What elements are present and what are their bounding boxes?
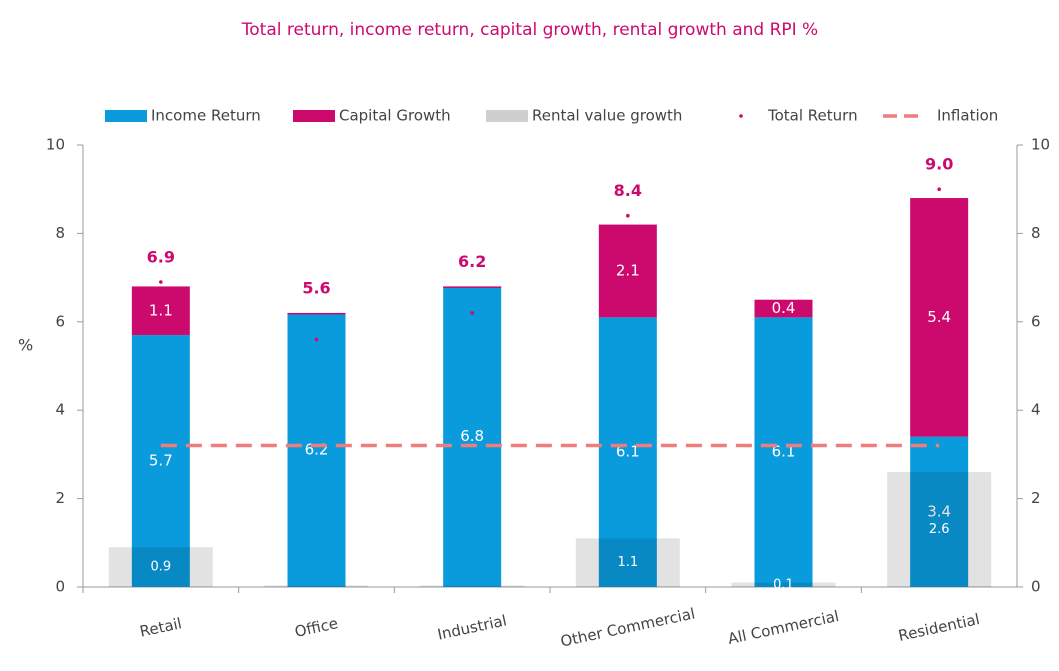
x-tick-label: Industrial xyxy=(436,611,509,643)
y-axis-label: % xyxy=(18,336,33,355)
legend-swatch xyxy=(486,110,528,122)
rental-value-label: 1.1 xyxy=(617,555,638,570)
legend-label: Capital Growth xyxy=(339,107,451,125)
y2-tick-label: 4 xyxy=(1031,401,1041,419)
y2-tick-label: 2 xyxy=(1031,489,1041,507)
rental-value-label: 2.6 xyxy=(929,522,950,537)
bar-segment xyxy=(754,299,813,318)
bar-value-label: 5.4 xyxy=(927,308,951,326)
legend-label: Rental value growth xyxy=(532,107,682,125)
total-return-label: 9.0 xyxy=(925,155,953,174)
rental-bar xyxy=(575,538,680,587)
rental-bar xyxy=(887,472,992,587)
y-tick-label: 4 xyxy=(55,401,65,419)
y-tick-label: 6 xyxy=(55,312,65,330)
bar-segment xyxy=(443,286,502,288)
x-tick-label: Other Commercial xyxy=(559,604,697,650)
total-return-label: 6.2 xyxy=(458,252,486,271)
chart-title: Total return, income return, capital gro… xyxy=(241,20,818,40)
y2-tick-label: 10 xyxy=(1031,136,1050,154)
total-return-label: 6.9 xyxy=(147,248,175,267)
x-tick-label: Office xyxy=(293,614,340,641)
legend-swatch xyxy=(739,114,743,118)
total-return-dot xyxy=(626,213,630,218)
bar-value-label: 2.1 xyxy=(616,261,640,279)
bar-segment xyxy=(287,312,346,587)
rental-bar xyxy=(108,547,213,587)
total-return-dot xyxy=(314,337,319,342)
y2-tick-label: 0 xyxy=(1031,578,1041,596)
rental-value-label: 0.1 xyxy=(773,577,794,592)
y2-tick-label: 8 xyxy=(1031,224,1041,242)
bar-value-label: 5.7 xyxy=(149,452,173,470)
total-return-label: 5.6 xyxy=(302,278,330,297)
bar-value-label: 1.1 xyxy=(149,301,173,319)
bar-segment xyxy=(131,335,190,587)
rental-bar xyxy=(264,585,369,587)
bar-value-label: 6.8 xyxy=(460,427,484,445)
bar-segment xyxy=(598,224,657,318)
bar-segment xyxy=(131,286,190,336)
total-return-dot xyxy=(937,187,941,191)
legend-label: Inflation xyxy=(937,107,998,125)
legend-swatch xyxy=(293,110,335,122)
bar-segment xyxy=(287,312,346,315)
rental-value-label: 0.9 xyxy=(150,560,171,575)
x-tick-label: Residential xyxy=(897,610,982,645)
total-return-dot xyxy=(470,311,474,315)
legend-swatch xyxy=(105,110,147,122)
bar-segment xyxy=(910,198,969,437)
bar-value-label: 6.2 xyxy=(305,440,329,458)
y-tick-label: 8 xyxy=(55,224,65,242)
rental-bar xyxy=(420,585,525,587)
legend-label: Total Return xyxy=(767,107,858,125)
y2-tick-label: 6 xyxy=(1031,312,1041,330)
y-tick-label: 2 xyxy=(55,489,65,507)
bar-segment xyxy=(443,286,502,587)
x-tick-label: All Commercial xyxy=(726,607,840,648)
bar-value-label: 0.4 xyxy=(772,299,796,317)
legend-label: Income Return xyxy=(151,107,261,125)
y-tick-label: 0 xyxy=(55,578,65,596)
total-return-label: 8.4 xyxy=(614,181,642,200)
x-tick-label: Retail xyxy=(138,614,183,640)
bar-segment xyxy=(754,317,813,587)
y-tick-label: 10 xyxy=(46,136,65,154)
total-return-dot xyxy=(159,280,163,284)
rental-bar xyxy=(731,582,836,587)
